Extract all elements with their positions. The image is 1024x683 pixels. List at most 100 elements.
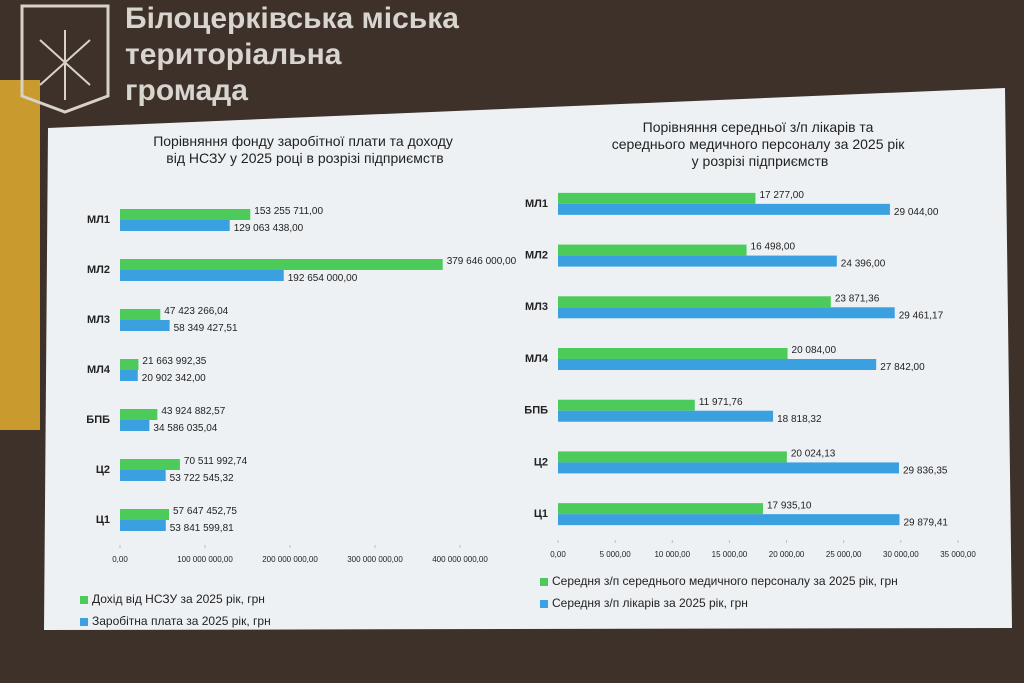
x-tick-label: 100 000 000,00 (177, 555, 233, 564)
x-tick-label: 300 000 000,00 (347, 555, 403, 564)
x-tick-label: 0,00 (112, 555, 128, 564)
y-tick-label: Ц2 (96, 464, 110, 476)
bar (558, 244, 747, 256)
value-label: 29 879,41 (903, 517, 948, 528)
bar (120, 209, 251, 220)
legend-label: Середня з/п середнього медичного персона… (552, 574, 898, 588)
charts: Порівняння фонду заробітної плати та дох… (80, 119, 976, 628)
bar (558, 359, 877, 370)
value-label: 18 818,32 (777, 414, 822, 425)
value-label: 20 084,00 (792, 345, 837, 356)
value-label: 53 722 545,32 (170, 473, 234, 484)
x-tick-label: 35 000,00 (940, 550, 976, 559)
bar (558, 462, 899, 474)
bar (120, 320, 170, 331)
value-label: 20 024,13 (791, 449, 836, 460)
y-tick-label: МЛ2 (525, 249, 548, 261)
bar (558, 192, 756, 204)
y-tick-label: Ц2 (534, 456, 548, 468)
x-tick-label: 10 000,00 (654, 550, 690, 559)
value-label: 29 836,35 (903, 466, 948, 477)
bar (120, 420, 150, 431)
x-tick-label: 20 000,00 (769, 550, 805, 559)
value-label: 57 647 452,75 (173, 506, 237, 517)
value-label: 29 044,00 (894, 207, 939, 218)
legend-label: Середня з/п лікарів за 2025 рік, грн (552, 596, 748, 610)
value-label: 192 654 000,00 (288, 273, 358, 284)
bar (558, 255, 837, 267)
legend-label: Дохід від НСЗУ за 2025 рік, грн (92, 592, 265, 606)
y-tick-label: Ц1 (96, 514, 110, 526)
bar (558, 451, 787, 463)
flag (0, 80, 40, 430)
y-tick-label: МЛ3 (525, 301, 548, 313)
x-tick-label: 0,00 (550, 550, 566, 559)
bar (558, 399, 695, 411)
y-tick-label: Ц1 (534, 508, 548, 520)
logo-arrows (39, 30, 91, 100)
bar (558, 307, 895, 319)
x-tick-label: 400 000 000,00 (432, 555, 488, 564)
bar (120, 509, 170, 520)
bar (558, 503, 763, 515)
value-label: 29 461,17 (899, 310, 944, 321)
value-label: 24 396,00 (841, 259, 886, 270)
y-tick-label: МЛ1 (87, 214, 110, 226)
value-label: 43 924 882,57 (161, 406, 225, 417)
x-tick-label: 5 000,00 (600, 550, 632, 559)
y-tick-label: МЛ3 (87, 314, 110, 326)
value-label: 379 646 000,00 (447, 256, 517, 267)
bar (558, 203, 890, 215)
y-tick-label: МЛ4 (525, 353, 549, 365)
legend-label: Заробітна плата за 2025 рік, грн (92, 614, 271, 628)
bar (120, 309, 161, 320)
chart-title: Порівняння середньої з/п лікарів та сере… (612, 119, 909, 169)
logo (20, 4, 110, 114)
bar (120, 470, 166, 481)
value-label: 20 902 342,00 (142, 373, 206, 384)
value-label: 70 511 992,74 (184, 456, 248, 467)
y-tick-label: БПБ (524, 405, 548, 417)
y-tick-label: БПБ (86, 414, 110, 426)
value-label: 47 423 266,04 (164, 306, 228, 317)
y-tick-label: МЛ4 (87, 364, 111, 376)
bar (120, 520, 166, 531)
chart-title: Порівняння фонду заробітної плати та дох… (153, 133, 457, 166)
value-label: 17 277,00 (759, 190, 804, 201)
bar (558, 348, 788, 359)
y-tick-label: МЛ1 (525, 198, 548, 210)
bar (120, 359, 139, 370)
value-label: 34 586 035,04 (153, 423, 217, 434)
legend-swatch (540, 600, 548, 608)
value-label: 21 663 992,35 (142, 356, 206, 367)
value-label: 17 935,10 (767, 500, 812, 511)
legend-swatch (540, 578, 548, 586)
value-label: 23 871,36 (835, 293, 880, 304)
header-title: Білоцерківська міська територіальна гром… (125, 2, 467, 107)
value-label: 58 349 427,51 (174, 323, 238, 334)
y-tick-label: МЛ2 (87, 264, 110, 276)
value-label: 53 841 599,81 (170, 523, 234, 534)
bar (558, 514, 900, 526)
legend-swatch (80, 618, 88, 626)
value-label: 16 498,00 (751, 242, 796, 253)
bar (558, 410, 774, 422)
value-label: 153 255 711,00 (254, 206, 323, 217)
bar (120, 370, 138, 381)
x-tick-label: 200 000 000,00 (262, 555, 318, 564)
x-tick-label: 30 000,00 (883, 550, 919, 559)
value-label: 27 842,00 (880, 362, 925, 373)
bar (120, 409, 158, 420)
x-tick-label: 15 000,00 (712, 550, 748, 559)
screen (44, 88, 1012, 630)
legend-swatch (80, 596, 88, 604)
bar (120, 259, 443, 270)
value-label: 11 971,76 (699, 397, 743, 408)
bar (120, 220, 230, 231)
bar (120, 459, 180, 470)
value-label: 129 063 438,00 (234, 223, 304, 234)
bar (558, 296, 831, 308)
bar (120, 270, 284, 281)
